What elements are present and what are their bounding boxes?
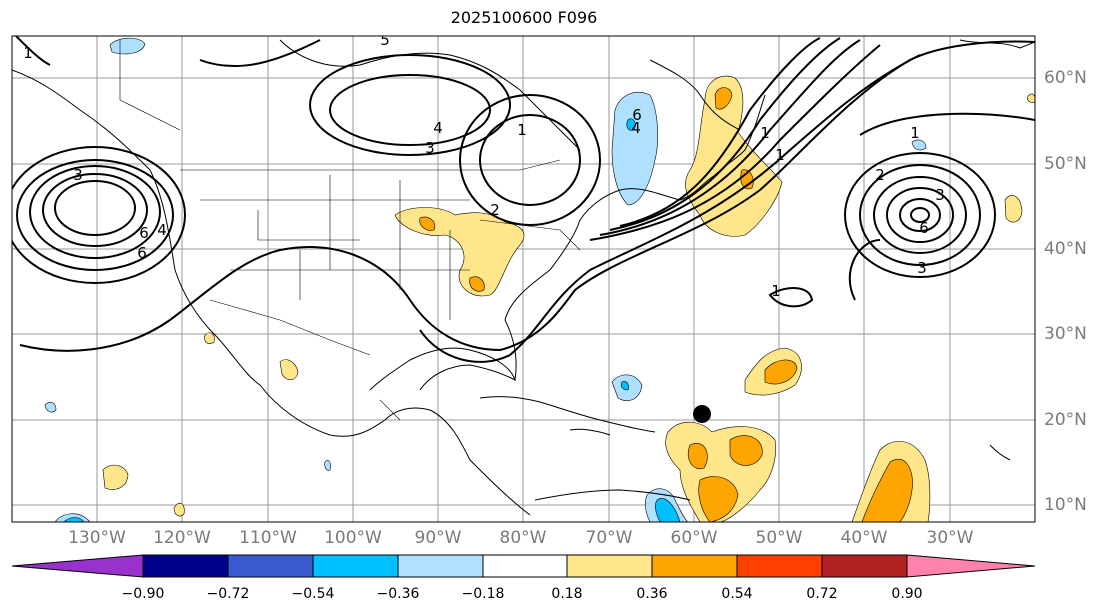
colorbar: [11, 554, 1036, 578]
contour-label: 6: [632, 106, 642, 124]
lon-label: 90°W: [414, 528, 462, 548]
colorbar-bin: [566, 554, 653, 578]
lon-label: 130°W: [68, 528, 126, 548]
map-title: 2025100600 F096: [450, 8, 598, 27]
colorbar-bin: [142, 554, 229, 578]
colorbar-tick: 0.72: [806, 586, 838, 602]
contour-label: 1: [23, 44, 33, 62]
contour-lines: [12, 36, 1035, 363]
contour-label: 4: [157, 221, 167, 239]
lon-label: 110°W: [239, 528, 297, 548]
colorbar-tick: −0.90: [121, 586, 165, 602]
lon-label: 50°W: [755, 528, 803, 548]
storm-marker: [693, 405, 711, 423]
contour-labels: 1 3 4 5 6 1 3 4 1 2 4 6 1 3 6 1 2 3 6 1: [23, 31, 945, 300]
contour-label: 6: [137, 244, 147, 262]
lon-label: 80°W: [499, 528, 547, 548]
lat-label: 20°N: [1044, 410, 1087, 430]
colorbar-tick: 0.54: [721, 586, 753, 602]
lon-label: 30°W: [926, 528, 974, 548]
contour-label: 1: [910, 124, 920, 142]
political-borders: [119, 40, 581, 421]
negative-anomaly-fills: [44, 37, 927, 522]
colorbar-bin: [482, 554, 568, 578]
gridlines: [12, 36, 1035, 522]
contour-label: 2: [875, 166, 885, 184]
lat-label: 50°N: [1044, 154, 1087, 174]
contour-label: 1: [760, 124, 770, 142]
colorbar-tick: −0.18: [461, 586, 505, 602]
colorbar-bin: [821, 554, 908, 578]
colorbar-tick: −0.54: [291, 586, 335, 602]
contour-label: 4: [433, 119, 443, 137]
lon-label: 60°W: [670, 528, 718, 548]
contour-label: 6: [139, 224, 149, 242]
colorbar-bin: [312, 554, 399, 578]
contour-label: 3: [73, 166, 83, 184]
colorbar-tick: −0.36: [376, 586, 420, 602]
positive-anomaly-fills: [102, 75, 1035, 522]
lat-label: 10°N: [1044, 495, 1087, 515]
contour-label: 6: [919, 219, 929, 237]
lat-label: 30°N: [1044, 324, 1087, 344]
contour-label: 5: [380, 31, 390, 49]
contour-label: 3: [935, 186, 945, 204]
map-frame: [11, 35, 1036, 523]
colorbar-bin: [227, 554, 314, 578]
colorbar-high-extend: [906, 554, 1036, 578]
colorbar-tick: 0.36: [636, 586, 668, 602]
contour-label: 1: [517, 121, 527, 139]
colorbar-bin: [736, 554, 823, 578]
lon-label: 40°W: [840, 528, 888, 548]
colorbar-low-extend: [11, 554, 144, 578]
contour-label: 2: [490, 201, 500, 219]
lon-label: 70°W: [585, 528, 633, 548]
lat-label: 40°N: [1044, 239, 1087, 259]
colorbar-tick: −0.72: [206, 586, 250, 602]
contour-label: 1: [775, 146, 785, 164]
lon-label: 120°W: [153, 528, 211, 548]
contour-label: 3: [425, 139, 435, 157]
colorbar-tick: 0.90: [891, 586, 923, 602]
colorbar-tick: 0.18: [551, 586, 583, 602]
contour-label: 3: [917, 259, 927, 277]
lon-label: 100°W: [324, 528, 382, 548]
colorbar-bin: [651, 554, 738, 578]
lat-label: 60°N: [1044, 68, 1087, 88]
contour-label: 1: [771, 282, 781, 300]
colorbar-bin: [397, 554, 484, 578]
contour-label: 4: [631, 119, 641, 137]
